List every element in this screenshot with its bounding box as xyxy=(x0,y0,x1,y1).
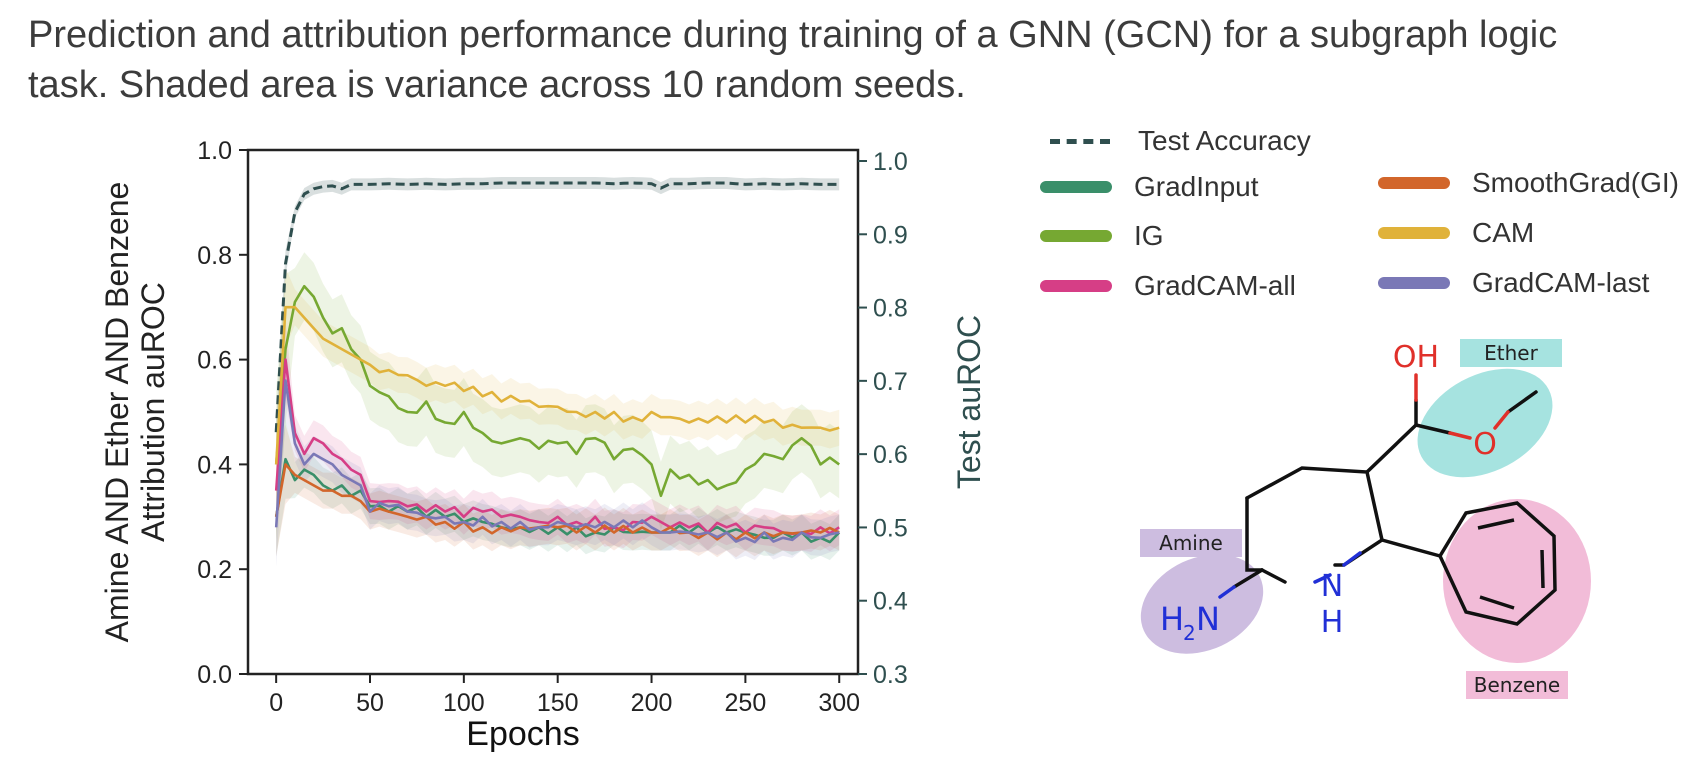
amine-label: Amine xyxy=(1159,531,1223,555)
training-chart: 0 50 100 150 200 250 300 0.0 0.2 0.4 0.6 0.8 1.0 0.3 0… xyxy=(99,137,987,753)
right-tick-label: 0.5 xyxy=(873,514,908,542)
legend-swatch-smoothgrad xyxy=(1378,177,1450,189)
right-tick-label: 0.7 xyxy=(873,368,908,396)
series-line-test-accuracy xyxy=(274,181,840,433)
legend-label-gradcam-last: GradCAM-last xyxy=(1472,267,1650,298)
series-lines xyxy=(274,181,841,544)
legend-label-cam: CAM xyxy=(1472,217,1535,248)
chart-legend: Test Accuracy GradInput IG GradCAM-all S… xyxy=(1040,125,1690,325)
ether-highlight xyxy=(1417,368,1553,478)
legend-swatch-gradcam-last xyxy=(1378,277,1450,289)
y-tick-label: 0.8 xyxy=(197,242,232,270)
ether-label: Ether xyxy=(1484,341,1538,365)
x-tick-label: 0 xyxy=(269,689,283,717)
right-tick-label: 1.0 xyxy=(873,148,908,176)
legend-swatch-gradcam-all xyxy=(1040,280,1112,292)
amine-highlight xyxy=(1140,554,1264,654)
legend-label-gradinput: GradInput xyxy=(1134,171,1259,202)
right-tick-label: 0.3 xyxy=(873,661,908,689)
caption-line-1: Prediction and attribution performance d… xyxy=(28,14,1558,56)
right-tick-label: 0.8 xyxy=(873,295,908,323)
y-tick-label: 0.2 xyxy=(197,556,232,584)
ether-label-box xyxy=(1460,339,1562,367)
x-tick-label: 200 xyxy=(631,689,673,717)
series-line-ig xyxy=(274,284,840,498)
atom-o-ether: O xyxy=(1473,427,1497,462)
legend-label-ig: IG xyxy=(1134,220,1164,251)
y-axis-label-line-1: Amine AND Ether AND Benzene xyxy=(99,182,135,643)
heteroatom-bonds xyxy=(1218,373,1510,599)
x-tick-label: 300 xyxy=(818,689,860,717)
benzene-label-box xyxy=(1466,671,1568,699)
amine-label-box xyxy=(1140,529,1242,557)
benzene-label: Benzene xyxy=(1474,673,1560,697)
legend-swatch-cam xyxy=(1378,227,1450,239)
caption-line-2: task. Shaded area is variance across 10 … xyxy=(28,64,966,106)
atom-oh: OH xyxy=(1393,340,1439,375)
atom-n-ring: N xyxy=(1321,569,1343,604)
y-tick-label: 0.6 xyxy=(197,347,232,375)
legend-label-test-accuracy: Test Accuracy xyxy=(1138,125,1311,156)
legend-item-cam: CAM xyxy=(1378,217,1534,249)
right-tick-label: 0.4 xyxy=(873,588,908,616)
series-line-cam xyxy=(274,305,840,465)
band-gradcam-all xyxy=(276,320,840,552)
x-tick-label: 150 xyxy=(537,689,579,717)
molecule-bonds xyxy=(1232,390,1538,589)
plot-frame xyxy=(246,148,860,676)
legend-swatch-test-accuracy xyxy=(1050,138,1110,144)
legend-item-test-accuracy: Test Accuracy xyxy=(1044,125,1311,157)
y-axis-label-line-2: Attribution auROC xyxy=(135,282,171,542)
right-tick-label: 0.6 xyxy=(873,441,908,469)
atom-h2n-h: H xyxy=(1160,600,1184,638)
y-tick-label: 0.4 xyxy=(197,451,232,479)
right-tick-label: 0.9 xyxy=(873,221,908,249)
atom-h2n-n: N xyxy=(1196,600,1220,638)
atom-h-ring: H xyxy=(1321,605,1344,640)
band-cam xyxy=(276,267,840,504)
legend-item-ig: IG xyxy=(1040,220,1164,252)
x-tick-label: 50 xyxy=(356,689,384,717)
legend-swatch-ig xyxy=(1040,230,1112,242)
legend-label-smoothgrad: SmoothGrad(GI) xyxy=(1472,167,1679,198)
figure-caption: Prediction and attribution performance d… xyxy=(28,10,1678,110)
band-ig xyxy=(276,252,840,540)
atom-h2n-subscript: 2 xyxy=(1183,621,1196,645)
variance-bands xyxy=(276,177,840,567)
legend-swatch-gradinput xyxy=(1040,181,1112,193)
series-line-gradcam-last xyxy=(274,379,840,544)
benzene-ring xyxy=(1438,501,1557,626)
benzene-highlight xyxy=(1443,499,1591,663)
x-tick-label: 250 xyxy=(725,689,767,717)
x-tick-label: 100 xyxy=(443,689,485,717)
right-axis-label: Test auROC xyxy=(951,315,987,489)
y-tick-label: 0.0 xyxy=(197,661,232,689)
legend-item-gradcam-all: GradCAM-all xyxy=(1040,270,1296,302)
legend-item-gradcam-last: GradCAM-last xyxy=(1378,267,1649,299)
y-tick-label: 1.0 xyxy=(197,137,232,165)
x-axis-label: Epochs xyxy=(466,715,579,753)
legend-label-gradcam-all: GradCAM-all xyxy=(1134,270,1296,301)
band-gradcam-last xyxy=(276,341,840,567)
axis-ticks: 0 50 100 150 200 250 300 0.0 0.2 0.4 0.6 0.8 1.0 0.3 0… xyxy=(197,137,908,717)
legend-item-gradinput: GradInput xyxy=(1040,171,1259,203)
legend-item-smoothgrad: SmoothGrad(GI) xyxy=(1378,167,1679,199)
